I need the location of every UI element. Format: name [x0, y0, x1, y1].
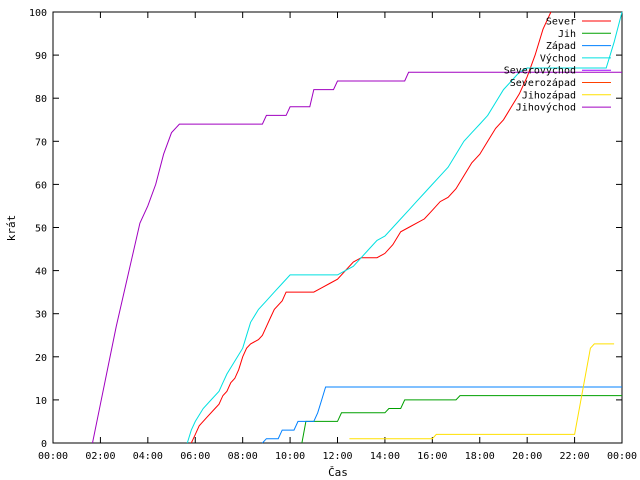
legend-label-vychod: Východ	[540, 52, 576, 64]
axes: 0 10 20 30 40 50 60 70 80 90 100 00:00 02:00 04:00 06:…	[29, 8, 637, 462]
x-axis-label: Čas	[328, 466, 348, 479]
y-tick-label: 10	[35, 396, 47, 407]
y-tick-label: 20	[35, 353, 47, 364]
x-tick-label: 18:00	[465, 451, 495, 462]
x-tick-label: 22:00	[560, 451, 590, 462]
legend-label-zapad: Západ	[546, 40, 576, 52]
y-axis-label: krát	[5, 215, 18, 242]
legend-label-severovychod: Severovýchod	[504, 65, 576, 77]
legend-label-jih: Jih	[558, 29, 576, 40]
x-tick-label: 00:00	[607, 451, 637, 462]
x-tick-label: 20:00	[512, 451, 542, 462]
y-tick-label: 70	[35, 137, 47, 148]
series-layer	[92, 11, 623, 444]
series-line-zapad	[262, 386, 622, 444]
x-tick-label: 04:00	[133, 451, 163, 462]
x-tick-label: 08:00	[228, 451, 258, 462]
x-tick-label: 00:00	[38, 451, 68, 462]
y-tick-label: 60	[35, 180, 47, 191]
y-tick-label: 80	[35, 94, 47, 105]
y-tick-label: 50	[35, 224, 47, 235]
x-tick-label: 16:00	[417, 451, 447, 462]
series-line-sever	[190, 11, 552, 444]
series-line-jihozapad	[349, 343, 615, 440]
x-tick-label: 02:00	[85, 451, 115, 462]
legend: SeverJihZápadVýchodSeverovýchodSeverozáp…	[504, 17, 611, 114]
y-tick-label: 30	[35, 310, 47, 321]
y-tick-label: 90	[35, 51, 47, 62]
y-tick-label: 100	[29, 8, 47, 19]
legend-label-jihozapad: Jihozápad	[522, 89, 576, 101]
x-tick-label: 06:00	[180, 451, 210, 462]
legend-label-jihovychod: Jihovýchod	[516, 102, 576, 114]
y-tick-label: 40	[35, 267, 47, 278]
legend-label-severozapad: Severozápad	[510, 77, 576, 89]
legend-label-sever: Sever	[546, 17, 576, 28]
x-tick-label: 10:00	[275, 451, 305, 462]
x-tick-label: 14:00	[370, 451, 400, 462]
series-line-vychod	[186, 11, 623, 444]
series-line-jihovychod	[92, 71, 622, 444]
y-tick-label: 0	[41, 439, 47, 450]
x-tick-label: 12:00	[322, 451, 352, 462]
series-line-jih	[301, 395, 622, 444]
